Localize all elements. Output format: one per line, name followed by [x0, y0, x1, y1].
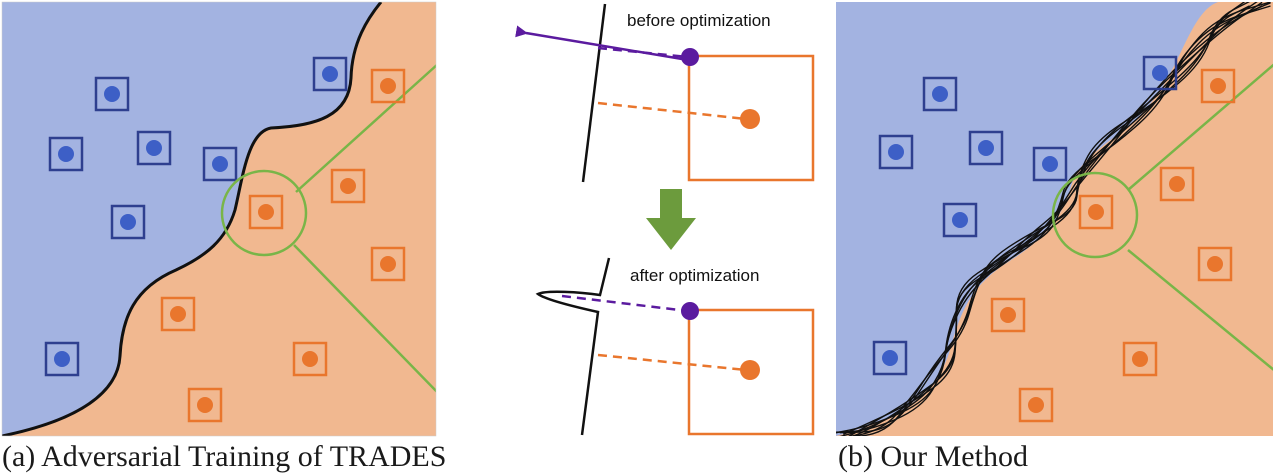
zoom-line-bottom: [1127, 249, 1273, 371]
distance-adversarial-before: [597, 46, 689, 59]
blue-sample: [942, 202, 978, 238]
orange-sample: [990, 297, 1026, 333]
clean-point-before: [740, 109, 760, 129]
boundary-after: [535, 257, 611, 436]
orange-sample: [187, 387, 223, 423]
down-arrow-icon: [646, 189, 696, 250]
zoom-line-top: [295, 64, 436, 193]
caption-right: (b) Our Method: [838, 440, 1028, 473]
perturbation-box-after: [687, 308, 815, 436]
panel-left-frame: [1, 1, 437, 437]
orange-sample: [370, 68, 406, 104]
orange-sample: [1200, 68, 1236, 104]
boundary-before: [581, 3, 607, 183]
caption-left: (a) Adversarial Training of TRADES: [2, 440, 447, 473]
distance-clean-after: [597, 353, 747, 372]
blue-sample: [48, 136, 84, 172]
distance-adversarial-after: [561, 294, 689, 313]
zoom-line-bottom: [293, 244, 436, 393]
decision-boundary: [842, 2, 1271, 435]
orange-sample: [248, 194, 284, 230]
adversarial-point-after: [681, 302, 699, 320]
orange-sample: [370, 246, 406, 282]
clean-point-after: [740, 360, 760, 380]
orange-sample: [330, 168, 366, 204]
adversarial-point-before: [681, 48, 699, 66]
left-points: [44, 56, 406, 423]
blue-sample: [202, 146, 238, 182]
blue-sample: [94, 76, 130, 112]
highlight-circle: [220, 169, 308, 257]
decision-boundary: [839, 5, 1263, 436]
orange-sample: [1159, 166, 1195, 202]
blue-sample: [1142, 55, 1178, 91]
before-optimization-label: before optimization: [627, 11, 771, 30]
orange-sample: [1122, 341, 1158, 377]
blue-sample: [44, 341, 80, 377]
blue-sample: [312, 56, 348, 92]
blue-sample: [872, 340, 908, 376]
orange-sample: [292, 341, 328, 377]
orange-sample: [1078, 194, 1114, 230]
blue-sample: [878, 134, 914, 170]
decision-boundary: [851, 5, 1250, 436]
inset: before optimization after optimization: [515, 3, 815, 436]
highlight-circle: [1051, 171, 1139, 259]
decision-boundary-bundle: [836, 2, 1271, 436]
orange-sample: [1018, 387, 1054, 423]
blue-sample: [968, 130, 1004, 166]
blue-sample: [136, 130, 172, 166]
after-optimization-label: after optimization: [630, 266, 759, 285]
distance-clean-before: [597, 101, 747, 121]
blue-sample: [922, 76, 958, 112]
perturbation-arrow: [515, 25, 689, 62]
blue-sample: [110, 204, 146, 240]
blue-sample: [1032, 146, 1068, 182]
perturbation-box-before: [687, 54, 815, 182]
orange-sample: [160, 296, 196, 332]
right-points: [872, 55, 1236, 423]
orange-sample: [1197, 246, 1233, 282]
zoom-line-top: [1127, 63, 1273, 191]
decision-boundary: [2, 2, 383, 436]
